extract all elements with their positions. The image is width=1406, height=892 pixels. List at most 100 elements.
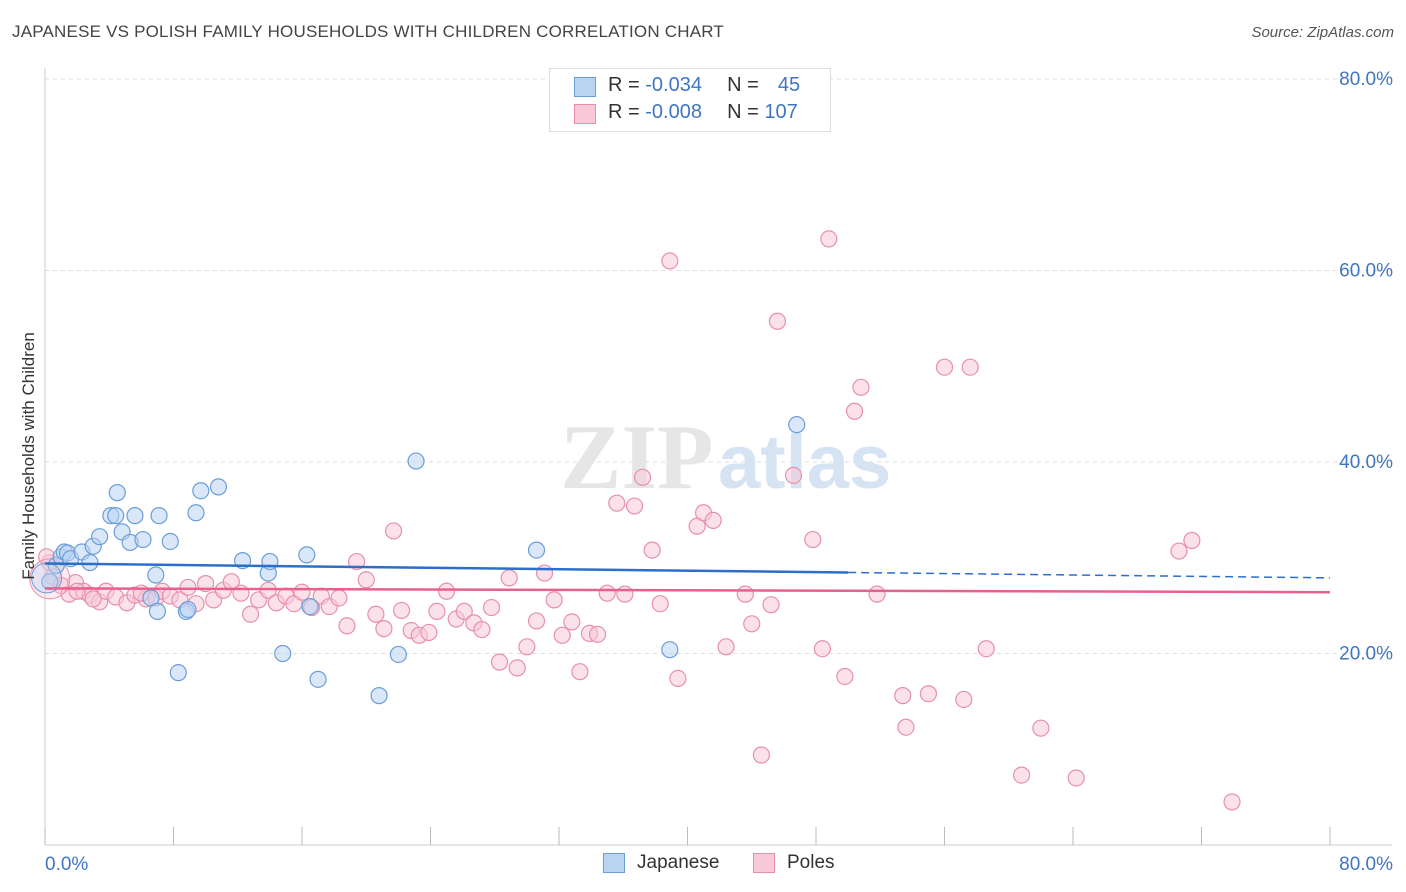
- y-tick-label: 60.0%: [1339, 261, 1393, 282]
- n-label: N =: [727, 101, 759, 123]
- japanese-point: [179, 600, 197, 619]
- japanese-point: [107, 507, 125, 525]
- poles-point: [563, 613, 581, 631]
- r-label: R =: [608, 101, 640, 123]
- poles-point: [437, 582, 456, 600]
- poles-point: [669, 669, 687, 687]
- japanese-point: [370, 687, 388, 705]
- japanese-swatch: [574, 77, 596, 97]
- x-tick-label: 0.0%: [45, 854, 88, 875]
- poles-point: [392, 601, 411, 620]
- y-axis-label: Family Households with Children: [19, 332, 38, 580]
- poles-point: [633, 468, 652, 486]
- poles-point: [553, 626, 571, 644]
- japanese-point: [108, 484, 126, 502]
- watermark-zip: ZIP: [560, 406, 713, 508]
- japanese-point: [134, 530, 152, 549]
- poles-point: [428, 602, 446, 620]
- japanese-point: [788, 416, 806, 434]
- poles-point: [608, 494, 626, 512]
- japanese-point: [274, 644, 292, 663]
- poles-point: [784, 466, 803, 485]
- japanese-point: [209, 478, 228, 496]
- x-tick-label: 80.0%: [1339, 854, 1393, 875]
- poles-point: [232, 584, 250, 602]
- poles-point: [490, 653, 509, 671]
- tick-labels: 20.0% 40.0% 60.0% 80.0% 0.0% 80.0%: [45, 69, 1393, 875]
- poles-swatch: [574, 104, 596, 124]
- japanese-point: [407, 452, 425, 470]
- japanese-point: [169, 664, 187, 682]
- japanese-point: [147, 566, 165, 584]
- poles-point: [357, 571, 375, 589]
- r-label: R =: [608, 74, 640, 96]
- poles-point: [571, 663, 589, 681]
- japanese-point: [41, 573, 59, 591]
- gridlines: [45, 78, 1392, 654]
- poles-point: [717, 638, 735, 656]
- poles-point: [588, 625, 607, 643]
- poles-point: [804, 530, 822, 549]
- poles-point: [868, 585, 886, 603]
- watermark: ZIP atlas: [560, 406, 891, 508]
- poles-point: [768, 312, 787, 330]
- poles-point: [762, 596, 780, 614]
- japanese-point: [389, 645, 407, 664]
- poles-point: [625, 497, 644, 515]
- n-label: N =: [727, 74, 759, 96]
- trend-line-poles: [44, 587, 1331, 594]
- source-label: Source: ZipAtlas.com: [1251, 24, 1394, 41]
- poles-point: [651, 595, 669, 613]
- n-value: 45: [777, 74, 801, 96]
- poles-legend-swatch: [753, 853, 775, 873]
- poles-point: [455, 602, 473, 620]
- japanese-point: [192, 482, 210, 500]
- poles-point: [743, 615, 761, 633]
- japanese-point: [150, 507, 168, 525]
- poles-point: [482, 598, 501, 617]
- n-value: 107: [764, 101, 798, 123]
- poles-point: [598, 584, 616, 602]
- poles-point: [338, 617, 356, 635]
- poles-point: [1032, 719, 1050, 737]
- japanese-point: [187, 504, 205, 522]
- axes: [44, 68, 1392, 846]
- y-tick-label: 40.0%: [1339, 452, 1393, 473]
- poles-point: [897, 718, 915, 736]
- r-value: -0.034: [645, 74, 702, 96]
- japanese-point: [298, 546, 316, 564]
- poles-point: [752, 746, 770, 764]
- poles-point: [527, 612, 546, 630]
- trend-line-dashed-japanese: [848, 571, 1331, 579]
- poles-point: [616, 585, 634, 603]
- japanese-point: [527, 541, 546, 559]
- japanese-legend-swatch: [603, 853, 625, 873]
- poles-point: [420, 623, 438, 642]
- japanese-point: [91, 528, 109, 546]
- poles-point: [535, 564, 554, 582]
- poles-point: [518, 638, 536, 656]
- poles-point: [293, 583, 311, 601]
- japanese-point: [661, 641, 679, 659]
- poles-point: [197, 575, 215, 593]
- poles-point: [1170, 542, 1188, 560]
- poles-point: [242, 605, 260, 623]
- poles-point: [348, 552, 366, 571]
- japanese-point: [301, 597, 319, 616]
- poles-point: [384, 522, 403, 540]
- japanese-legend-label: Japanese: [637, 852, 720, 873]
- poles-point: [330, 589, 348, 607]
- poles-point: [852, 378, 870, 396]
- poles-point: [704, 511, 722, 530]
- poles-point: [1183, 531, 1201, 550]
- poles-point: [473, 620, 491, 639]
- poles-point: [820, 230, 838, 248]
- poles-point: [845, 402, 864, 420]
- poles-point: [813, 640, 832, 658]
- poles-points: [29, 230, 1241, 811]
- poles-point: [179, 578, 197, 597]
- poles-point: [977, 640, 995, 658]
- chart-title: JAPANESE VS POLISH FAMILY HOUSEHOLDS WIT…: [12, 22, 724, 41]
- poles-point: [919, 685, 938, 703]
